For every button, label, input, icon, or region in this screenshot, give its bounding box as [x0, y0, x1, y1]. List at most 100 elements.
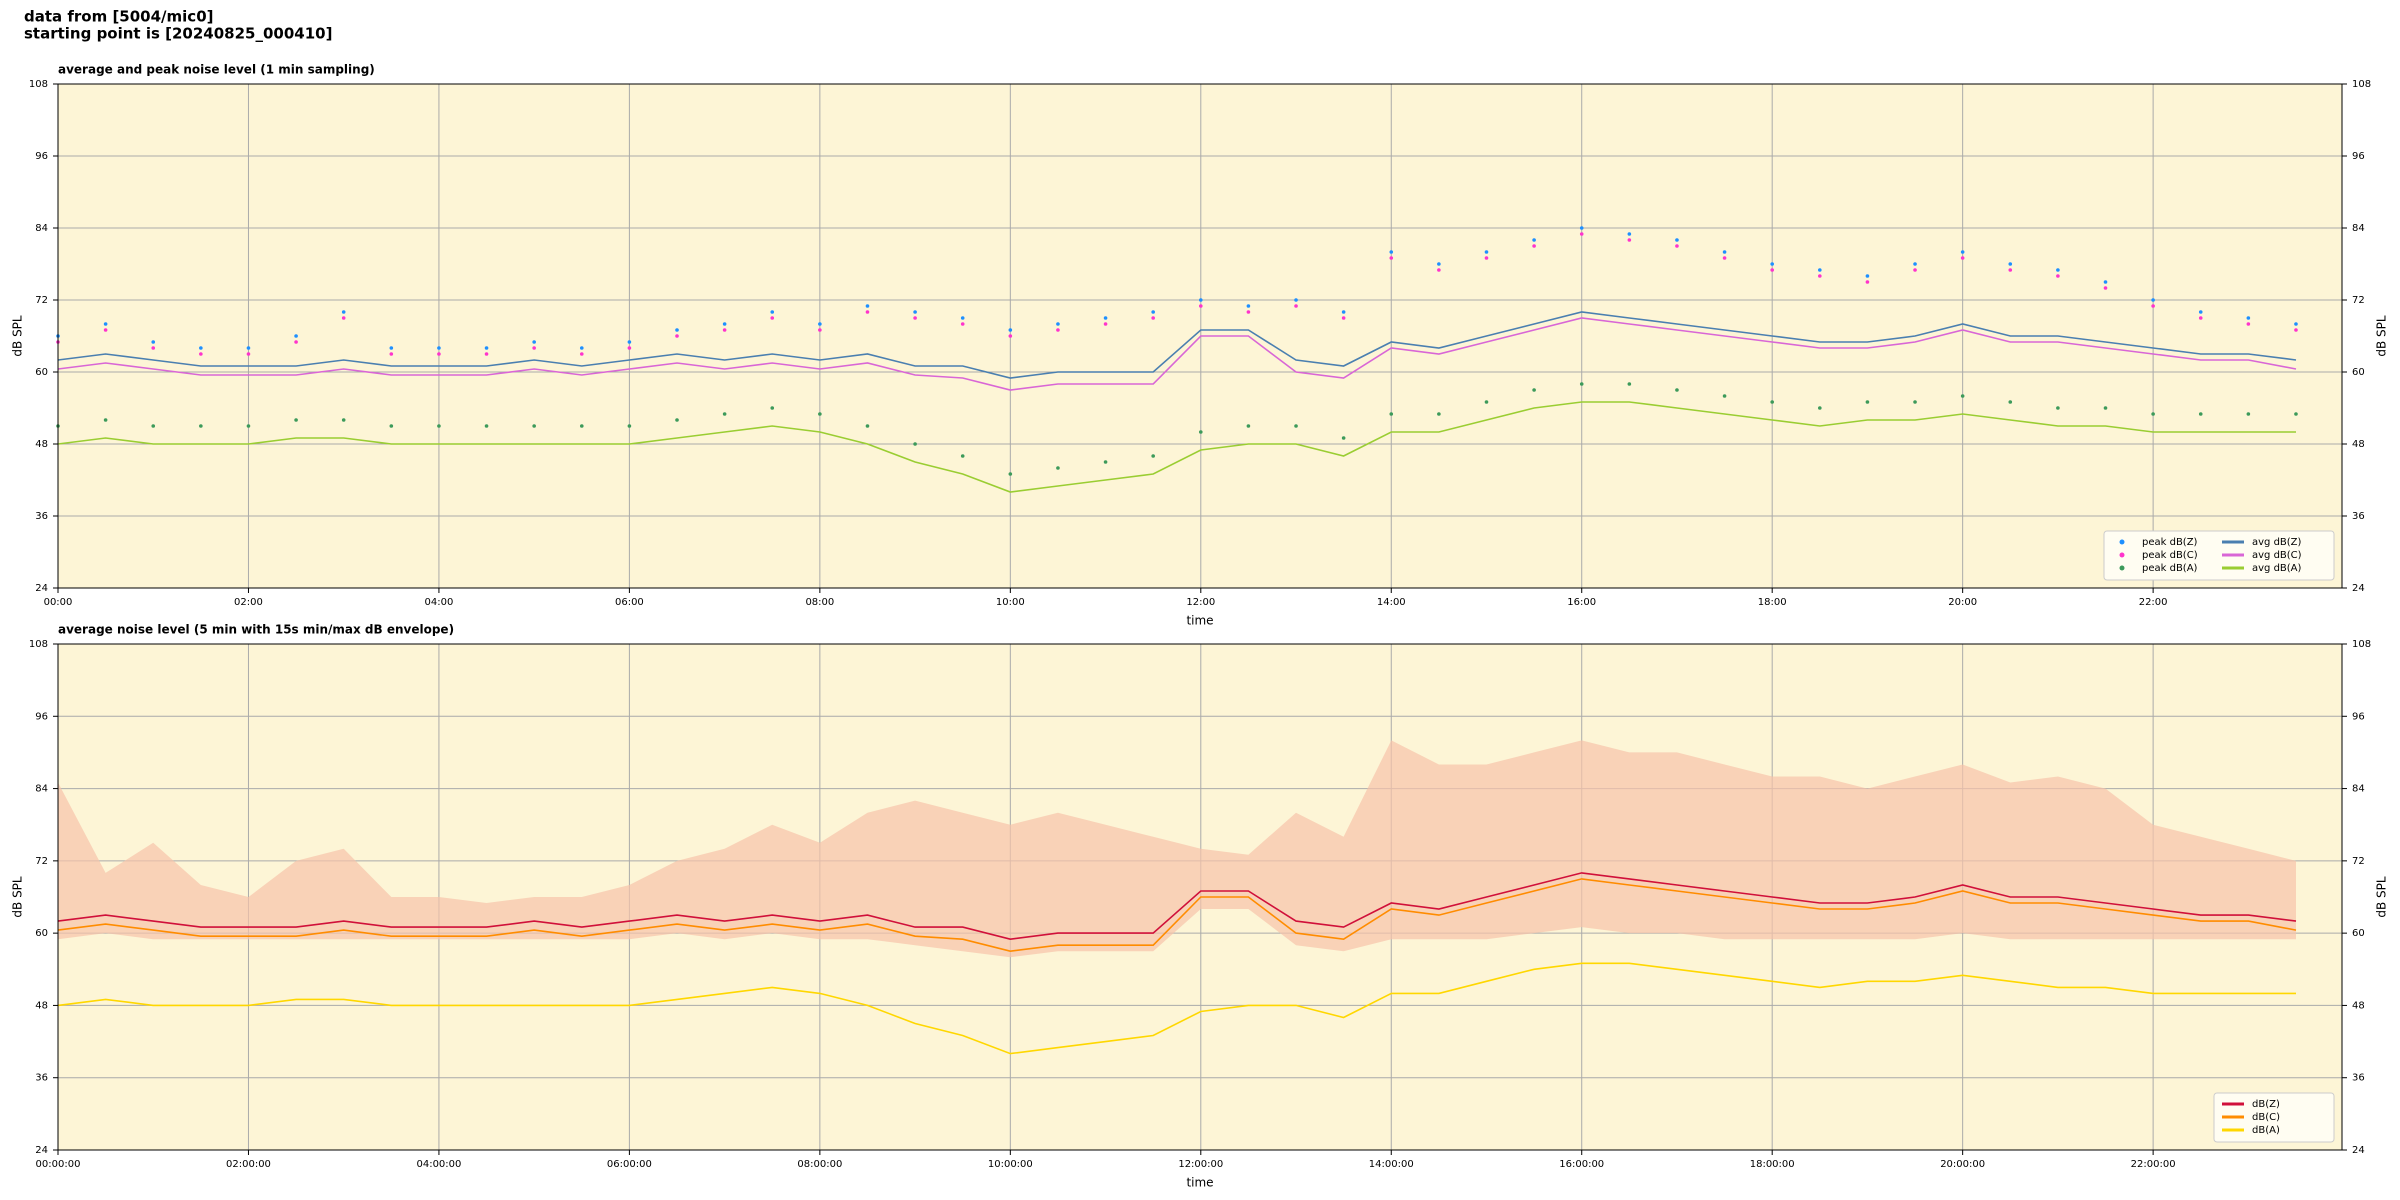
- peak-dot: [1294, 424, 1298, 428]
- peak-dot: [1294, 304, 1298, 308]
- legend-label: dB(C): [2252, 1112, 2280, 1123]
- peak-dot: [1103, 460, 1108, 464]
- peak-dot: [389, 346, 394, 350]
- peak-dot: [484, 346, 489, 350]
- x-tick-label: 00:00: [44, 597, 73, 608]
- x-tick-label: 10:00: [996, 597, 1025, 608]
- y-tick-label: 84: [35, 223, 48, 234]
- peak-dot: [818, 328, 822, 332]
- peak-dot: [1675, 388, 1679, 392]
- series-line: [57, 962, 2296, 1055]
- peak-dot: [199, 424, 203, 428]
- series-line: [57, 878, 2297, 953]
- peak-dot: [341, 316, 346, 320]
- peak-dot: [389, 352, 394, 356]
- peak-dot: [1627, 382, 1632, 386]
- legend-label: peak dB(C): [2142, 550, 2198, 561]
- peak-dot: [627, 340, 632, 344]
- peak-dot: [1437, 412, 1441, 416]
- peak-dot: [1389, 250, 1394, 254]
- y-tick-label: 96: [35, 151, 48, 162]
- peak-dot: [960, 322, 965, 326]
- y-tick-label: 48: [2352, 439, 2365, 450]
- peak-dot: [770, 316, 775, 320]
- peak-dot: [865, 424, 870, 428]
- peak-dot: [960, 454, 965, 458]
- peak-dot: [1151, 316, 1155, 320]
- y-axis-label: dB SPL: [11, 315, 25, 357]
- y-tick-label: 48: [35, 1000, 48, 1011]
- peak-dot: [579, 424, 584, 428]
- peak-dot: [1198, 430, 1203, 434]
- peak-dot: [1675, 238, 1679, 242]
- x-tick-label: 22:00:00: [2131, 1159, 2176, 1170]
- peak-dot: [1627, 232, 1632, 236]
- peak-dot: [484, 352, 489, 356]
- peak-dot: [532, 424, 536, 428]
- peak-dot: [246, 352, 251, 356]
- x-tick-label: 20:00:00: [1940, 1159, 1985, 1170]
- series-line: [57, 317, 2297, 391]
- x-tick-label: 14:00:00: [1369, 1159, 1414, 1170]
- peak-dot: [437, 346, 441, 350]
- y-tick-label: 96: [2352, 151, 2365, 162]
- peak-dot: [1818, 268, 1822, 272]
- y-tick-label: 24: [35, 583, 48, 594]
- peak-dot: [1818, 406, 1822, 410]
- peak-dot: [1484, 400, 1489, 404]
- peak-dot: [1770, 400, 1774, 404]
- y-axis-label: dB SPL: [2375, 315, 2389, 357]
- peak-dot: [2151, 304, 2155, 308]
- y-tick-label: 84: [35, 784, 48, 795]
- peak-dot: [1246, 304, 1251, 308]
- peak-dot: [1151, 310, 1155, 314]
- legend-marker: [2119, 552, 2125, 558]
- peak-dot: [437, 424, 441, 428]
- peak-dot: [1246, 310, 1251, 314]
- peak-dot: [1008, 472, 1013, 476]
- peak-dot: [1579, 382, 1584, 386]
- x-tick-label: 00:00:00: [36, 1159, 81, 1170]
- y-tick-label: 108: [29, 79, 48, 90]
- legend-box: [2103, 530, 2335, 581]
- peak-dot: [722, 412, 727, 416]
- peak-dot: [770, 406, 775, 410]
- peak-dot: [1865, 280, 1870, 284]
- peak-dot: [1865, 400, 1870, 404]
- peak-dot: [818, 412, 822, 416]
- y-tick-label: 84: [2352, 784, 2365, 795]
- peak-dot: [1627, 238, 1632, 242]
- peak-dot: [1722, 394, 1727, 398]
- y-tick-label: 108: [2352, 639, 2371, 650]
- y-tick-label: 24: [35, 1145, 48, 1156]
- peak-dot: [722, 322, 727, 326]
- y-tick-label: 72: [2352, 856, 2365, 867]
- x-axis-label: time: [1186, 614, 1213, 628]
- peak-dot: [1913, 400, 1917, 404]
- x-tick-label: 16:00:00: [1559, 1159, 1604, 1170]
- chart-title: average and peak noise level (1 min samp…: [58, 63, 375, 77]
- peak-dot: [1865, 274, 1870, 278]
- peak-dot: [532, 340, 536, 344]
- peak-dot: [1913, 262, 1917, 266]
- peak-dot: [1770, 262, 1774, 266]
- header-line: starting point is [20240825_000410]: [24, 25, 332, 43]
- legend-label: avg dB(Z): [2252, 537, 2302, 548]
- peak-dot: [2151, 412, 2155, 416]
- peak-dot: [2246, 316, 2251, 320]
- x-tick-label: 12:00:00: [1178, 1159, 1223, 1170]
- y-tick-label: 108: [2352, 79, 2371, 90]
- peak-dot: [2056, 274, 2060, 278]
- peak-dot: [1579, 226, 1584, 230]
- y-tick-label: 48: [2352, 1000, 2365, 1011]
- x-tick-label: 18:00:00: [1750, 1159, 1795, 1170]
- series-line: [57, 401, 2296, 493]
- peak-dot: [2008, 400, 2013, 404]
- peak-dot: [770, 310, 775, 314]
- series-line: [57, 311, 2297, 379]
- y-tick-label: 36: [2352, 511, 2365, 522]
- peak-dot: [1341, 436, 1346, 440]
- y-tick-label: 108: [29, 639, 48, 650]
- peak-dot: [294, 418, 298, 422]
- peak-dot: [913, 310, 917, 314]
